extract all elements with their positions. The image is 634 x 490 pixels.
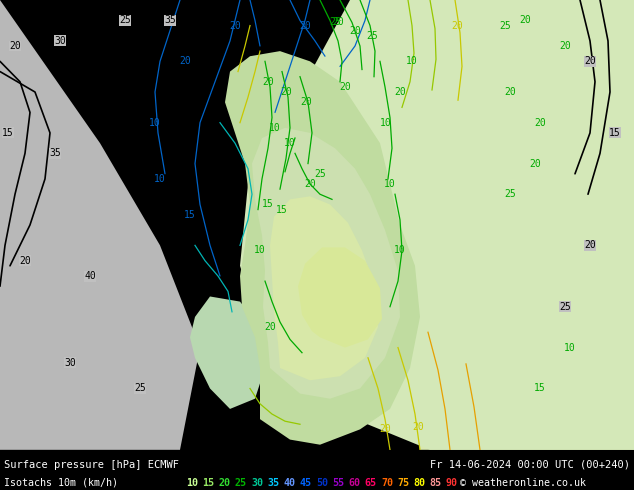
Text: 10: 10 (149, 118, 161, 128)
Polygon shape (0, 0, 200, 450)
Text: 45: 45 (300, 478, 312, 488)
Text: 25: 25 (134, 384, 146, 393)
Text: 20: 20 (349, 25, 361, 36)
Text: 20: 20 (19, 256, 31, 266)
Text: 75: 75 (398, 478, 410, 488)
Text: 20: 20 (280, 87, 292, 97)
Polygon shape (240, 0, 634, 450)
Text: 25: 25 (559, 302, 571, 312)
Text: 20: 20 (300, 97, 312, 107)
Text: 20: 20 (451, 21, 463, 30)
Text: 10: 10 (254, 245, 266, 255)
Text: Fr 14-06-2024 00:00 UTC (00+240): Fr 14-06-2024 00:00 UTC (00+240) (430, 460, 630, 470)
Polygon shape (190, 296, 265, 409)
Text: 20: 20 (504, 87, 516, 97)
Text: 15: 15 (2, 128, 14, 138)
Polygon shape (225, 51, 420, 445)
Text: 20: 20 (412, 422, 424, 432)
Text: 20: 20 (179, 56, 191, 66)
Text: 20: 20 (534, 118, 546, 128)
Circle shape (316, 165, 334, 183)
Text: 30: 30 (251, 478, 263, 488)
Text: 20: 20 (304, 179, 316, 189)
Text: 20: 20 (559, 41, 571, 51)
Text: 20: 20 (332, 18, 344, 27)
Circle shape (285, 153, 305, 174)
Text: 30: 30 (64, 358, 76, 368)
Text: 10: 10 (186, 478, 198, 488)
Text: 55: 55 (332, 478, 344, 488)
Text: 20: 20 (262, 77, 274, 87)
Circle shape (297, 140, 313, 156)
Text: 40: 40 (84, 271, 96, 281)
Text: 20: 20 (379, 424, 391, 434)
Polygon shape (278, 179, 370, 296)
Text: 10: 10 (380, 118, 392, 128)
Text: 85: 85 (430, 478, 442, 488)
Text: 15: 15 (262, 199, 274, 209)
Text: 15: 15 (202, 478, 214, 488)
Text: 15: 15 (276, 205, 288, 215)
Text: 25: 25 (314, 169, 326, 179)
Text: 50: 50 (316, 478, 328, 488)
Text: Surface pressure [hPa] ECMWF: Surface pressure [hPa] ECMWF (4, 460, 179, 470)
Polygon shape (380, 0, 634, 450)
Text: 20: 20 (529, 159, 541, 169)
Text: 20: 20 (9, 41, 21, 51)
Text: 30: 30 (54, 36, 66, 46)
Text: 25: 25 (119, 16, 131, 25)
Text: 10: 10 (384, 179, 396, 189)
Polygon shape (298, 247, 382, 347)
Polygon shape (270, 196, 378, 380)
Circle shape (308, 156, 322, 171)
Circle shape (283, 169, 297, 183)
Text: 35: 35 (49, 148, 61, 158)
Text: © weatheronline.co.uk: © weatheronline.co.uk (460, 478, 586, 488)
Text: 25: 25 (499, 21, 511, 30)
Text: 25: 25 (504, 189, 516, 199)
Text: 15: 15 (609, 128, 621, 138)
Text: 20: 20 (584, 241, 596, 250)
Text: 20: 20 (394, 87, 406, 97)
Text: 80: 80 (413, 478, 425, 488)
Text: Isotachs 10m (km/h): Isotachs 10m (km/h) (4, 478, 118, 488)
Polygon shape (252, 128, 400, 399)
Text: 20: 20 (264, 322, 276, 332)
Text: 40: 40 (283, 478, 295, 488)
Text: 15: 15 (534, 384, 546, 393)
Text: 35: 35 (268, 478, 279, 488)
Text: 20: 20 (519, 16, 531, 25)
Text: 25: 25 (235, 478, 247, 488)
Text: 70: 70 (381, 478, 393, 488)
Text: 10: 10 (406, 56, 418, 66)
Text: 20: 20 (219, 478, 231, 488)
Text: 10: 10 (154, 174, 166, 184)
Text: 65: 65 (365, 478, 377, 488)
Text: 20: 20 (229, 21, 241, 30)
Polygon shape (480, 0, 634, 143)
Text: 15: 15 (184, 210, 196, 220)
Text: 60: 60 (349, 478, 361, 488)
Text: 10: 10 (564, 343, 576, 353)
Text: 20: 20 (299, 21, 311, 30)
Text: 20: 20 (584, 56, 596, 66)
Text: 35: 35 (164, 16, 176, 25)
Text: 25: 25 (366, 31, 378, 41)
Text: 20: 20 (339, 82, 351, 92)
Text: 10: 10 (269, 123, 281, 133)
Text: 10: 10 (394, 245, 406, 255)
Text: 90: 90 (446, 478, 458, 488)
Text: 10: 10 (284, 138, 296, 148)
Text: 25: 25 (329, 18, 341, 27)
